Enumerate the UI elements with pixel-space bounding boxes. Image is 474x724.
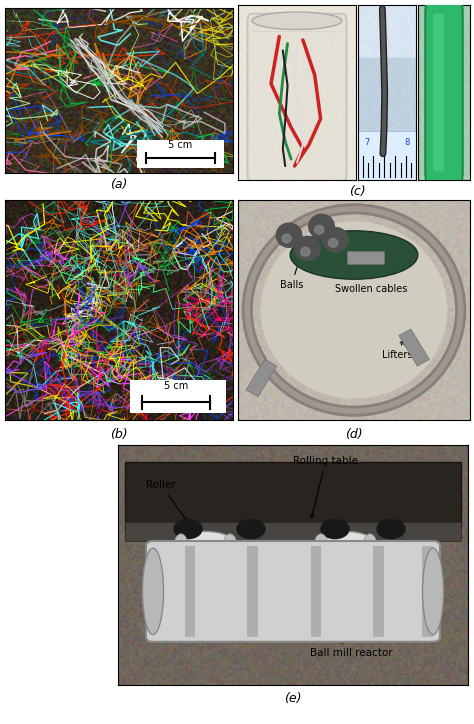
Ellipse shape	[143, 548, 164, 635]
Circle shape	[315, 225, 324, 234]
Circle shape	[282, 234, 292, 243]
Text: Roller: Roller	[146, 480, 203, 542]
Bar	[137, 140, 224, 168]
Circle shape	[261, 222, 447, 398]
Ellipse shape	[422, 548, 444, 635]
Bar	[125, 462, 461, 529]
Ellipse shape	[363, 534, 377, 557]
Circle shape	[301, 248, 310, 256]
Circle shape	[321, 519, 349, 539]
Bar	[422, 546, 433, 637]
Circle shape	[377, 519, 405, 539]
Bar	[125, 522, 461, 541]
Text: (b): (b)	[110, 428, 128, 441]
Circle shape	[309, 214, 334, 238]
Text: Rolling table: Rolling table	[293, 456, 358, 518]
Text: 8: 8	[405, 138, 410, 147]
Text: (d): (d)	[345, 428, 363, 441]
Circle shape	[328, 238, 338, 248]
Bar	[247, 546, 258, 637]
FancyBboxPatch shape	[433, 14, 444, 172]
FancyBboxPatch shape	[247, 14, 346, 182]
Text: Lifters: Lifters	[382, 340, 412, 361]
Text: Swollen cables: Swollen cables	[336, 266, 408, 295]
Circle shape	[174, 519, 202, 539]
Bar	[358, 131, 416, 180]
Ellipse shape	[252, 12, 342, 30]
Text: 7: 7	[364, 138, 369, 147]
Ellipse shape	[290, 231, 418, 279]
Circle shape	[237, 519, 265, 539]
Bar	[310, 546, 321, 637]
Bar	[246, 360, 277, 397]
Bar	[184, 546, 195, 637]
Text: Balls: Balls	[280, 252, 303, 290]
FancyBboxPatch shape	[425, 0, 463, 185]
Bar	[374, 546, 384, 637]
Bar	[399, 329, 429, 366]
Ellipse shape	[314, 534, 328, 557]
Text: Ball mill reactor: Ball mill reactor	[296, 597, 393, 658]
Circle shape	[323, 227, 348, 252]
Circle shape	[295, 236, 320, 261]
Ellipse shape	[174, 534, 188, 557]
Circle shape	[276, 223, 302, 248]
Bar	[130, 380, 226, 413]
Ellipse shape	[223, 534, 237, 557]
Bar	[347, 251, 384, 264]
FancyBboxPatch shape	[146, 541, 440, 641]
Text: (e): (e)	[284, 692, 302, 705]
Ellipse shape	[314, 531, 377, 560]
Text: 5 cm: 5 cm	[168, 140, 193, 150]
Ellipse shape	[174, 531, 237, 560]
Text: (c): (c)	[349, 185, 365, 198]
Text: (a): (a)	[110, 178, 128, 191]
Text: 5 cm: 5 cm	[164, 382, 188, 392]
